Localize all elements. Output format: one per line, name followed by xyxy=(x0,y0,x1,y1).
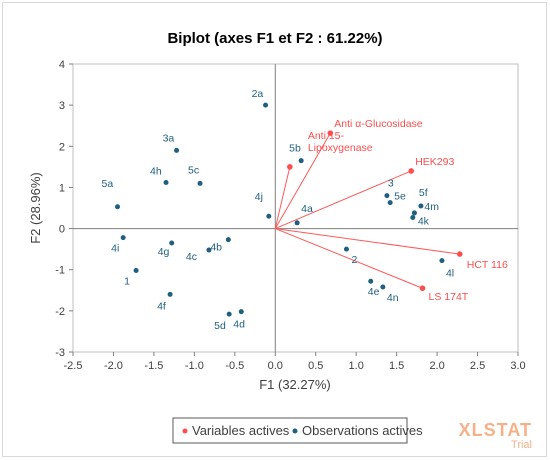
observation-point xyxy=(163,179,169,185)
variable-point xyxy=(327,130,334,136)
observation-point xyxy=(387,200,393,206)
y-tick-label: -1 xyxy=(55,265,65,277)
observation-label: 4b xyxy=(210,242,222,254)
variable-point xyxy=(408,168,415,174)
x-tick-label: -2.5 xyxy=(64,360,83,372)
observation-label: 5a xyxy=(102,178,114,190)
observation-point xyxy=(343,246,349,252)
y-tick-label: 2 xyxy=(59,141,65,153)
observation-label: 5c xyxy=(188,164,199,176)
x-tick-label: 2.5 xyxy=(470,360,485,372)
variable-point xyxy=(419,285,426,292)
variable-vector xyxy=(275,170,412,230)
observation-point xyxy=(226,311,232,317)
observation-label: 4f xyxy=(157,300,166,312)
observation-label: 4l xyxy=(446,268,454,280)
legend-variables-label: Variables actives xyxy=(192,423,290,438)
observation-label: 4d xyxy=(233,319,245,331)
variable-label: Anti α-Glucosidase xyxy=(334,118,423,130)
x-tick-label: -1.0 xyxy=(185,360,204,372)
x-tick-label: 1.0 xyxy=(349,360,364,372)
x-tick-label: 1.5 xyxy=(389,360,404,372)
observation-point xyxy=(410,214,416,220)
observation-label: 3a xyxy=(163,132,175,144)
y-tick-label: -3 xyxy=(55,347,65,359)
x-tick-label: 3.0 xyxy=(510,360,525,372)
observation-label: 4i xyxy=(111,243,119,255)
observation-label: 4j xyxy=(255,191,263,203)
observation-point xyxy=(167,291,173,297)
watermark-brand: XLSTAT xyxy=(458,420,532,440)
variable-point xyxy=(287,164,293,170)
legend-observations-label: Observations actives xyxy=(302,423,423,438)
y-tick-label: 4 xyxy=(59,59,65,71)
x-axis-title: F1 (32.27%) xyxy=(259,377,331,392)
variable-label: HEK293 xyxy=(415,156,454,168)
variable-label: LS 174T xyxy=(429,291,469,303)
variable-vector xyxy=(274,166,291,229)
observation-label: 4k xyxy=(418,215,430,227)
observation-label: 2 xyxy=(351,254,357,266)
observation-point xyxy=(238,309,244,315)
observation-label: 4c xyxy=(186,251,197,263)
observation-label: 4e xyxy=(368,286,380,298)
legend-variables-marker xyxy=(182,428,188,434)
variable-vector xyxy=(275,228,460,255)
variable-point xyxy=(456,251,463,257)
y-tick-label: 3 xyxy=(59,100,65,112)
observation-label: 1 xyxy=(124,276,130,288)
legend-observations-marker xyxy=(292,428,298,434)
x-tick-label: -2.0 xyxy=(104,360,123,372)
observation-point xyxy=(298,158,304,164)
observation-label: 4a xyxy=(301,203,313,215)
observation-label: 4h xyxy=(150,165,162,177)
observation-label: 5f xyxy=(419,187,428,199)
observation-point xyxy=(418,203,424,209)
biplot-chart: Biplot (axes F1 et F2 : 61.22%) -2.5 -2.0… xyxy=(28,30,526,444)
x-tick-label: 2.0 xyxy=(429,360,444,372)
observation-point xyxy=(120,235,126,241)
observation-point xyxy=(115,204,120,210)
observation-point xyxy=(206,247,212,253)
observation-point xyxy=(225,237,231,243)
x-tick-label: 0.0 xyxy=(268,360,283,372)
observation-label: 5e xyxy=(394,191,406,203)
observation-label: 5b xyxy=(289,143,301,155)
observation-point xyxy=(263,102,269,108)
observation-point xyxy=(384,193,390,199)
observation-label: 4g xyxy=(158,246,170,258)
legend-box xyxy=(172,417,408,444)
observation-label: 4n xyxy=(387,292,399,304)
observation-label: 4m xyxy=(424,201,439,213)
plot-area xyxy=(72,63,519,353)
variable-label: Anti 15-Lipoxygenase xyxy=(308,130,373,154)
observation-point xyxy=(294,220,300,226)
observation-label: 3 xyxy=(388,178,394,190)
watermark-sub: Trial xyxy=(511,439,532,451)
x-tick-label: -1.5 xyxy=(144,360,163,372)
variable-label: HCT 116 xyxy=(467,259,508,271)
x-tick-label: -0.5 xyxy=(225,360,244,372)
variable-vector xyxy=(275,228,423,289)
observation-point xyxy=(174,147,180,153)
observation-point xyxy=(266,213,272,219)
observation-point xyxy=(169,240,175,246)
x-tick-label: 0.5 xyxy=(308,360,323,372)
y-axis-title: F2 (28.96%) xyxy=(28,172,43,244)
y-tick-label: 0 xyxy=(59,224,65,236)
observation-label: 2a xyxy=(252,88,264,100)
xlstat-watermark: XLSTAT Trial xyxy=(459,421,532,451)
observation-label: 5d xyxy=(214,320,226,332)
observation-point xyxy=(133,268,139,274)
variable-vector xyxy=(274,132,331,229)
y-tick-label: 1 xyxy=(59,182,65,194)
chart-title: Biplot (axes F1 et F2 : 61.22%) xyxy=(167,30,382,47)
observation-point xyxy=(411,210,417,216)
y-tick-label: -2 xyxy=(55,306,65,318)
observation-point xyxy=(380,284,386,290)
observation-point xyxy=(197,180,203,186)
observation-point xyxy=(368,278,374,284)
observation-point xyxy=(439,258,445,264)
